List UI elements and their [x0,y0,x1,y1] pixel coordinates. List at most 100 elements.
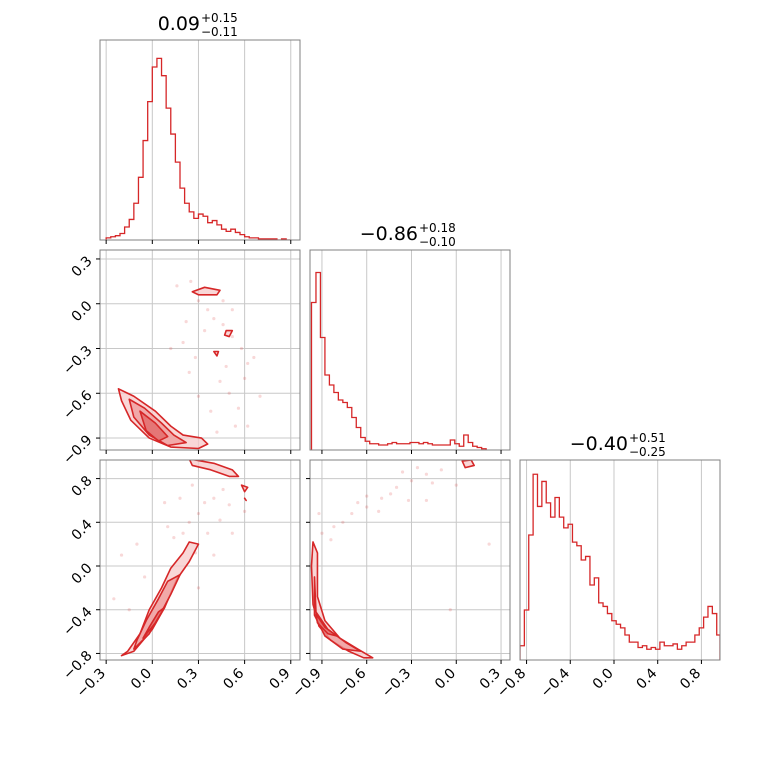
scatter-point [221,487,225,492]
scatter-point [196,511,201,516]
scatter-point [430,481,434,485]
x-tick-label: 0.4 [633,665,660,692]
histogram-steps [520,473,720,660]
scatter-point [212,553,216,557]
scatter-point [224,364,228,369]
y-tick-label: 0.0 [69,560,96,587]
contour-mid [133,573,181,650]
scatter-point [230,308,234,312]
scatter-point [143,575,147,579]
scatter-point [181,531,185,535]
scatter-point [163,501,167,505]
panel-param-3-vs-param-2: −0.9 −0.6 −0.3 0.0 0.3 [289,459,511,701]
x-tick-label: 0.0 [590,666,617,693]
panel-frame [99,39,301,241]
panel-frame [309,459,511,661]
x-tick-label: −0.6 [334,665,369,700]
scatter-point [448,608,452,612]
scatter-point [218,379,222,383]
scatter-point [350,511,354,516]
y-tick-label: 0.4 [69,517,96,544]
scatter-point [212,317,216,321]
x-tick-label: −0.3 [379,666,414,701]
scatter-point [184,320,188,324]
scatter-point [190,483,194,487]
panel-content [310,271,487,450]
scatter-point [380,496,384,500]
panel-content [310,460,491,659]
title-param-3: −0.40 +0.51 −0.25 [570,431,666,459]
contour-inner [142,606,166,639]
panel-param-3-marginal: −0.8 −0.4 0.0 0.4 0.8 [494,459,721,701]
panels: −0.8 −0.4 0.0 0.4 0.80.30.0−0.3−0.6−0.9−0.3 0… [60,39,721,701]
scatter-point [329,538,333,542]
title-param-2-value: −0.86 [360,223,418,245]
x-tick-label: 0.8 [677,666,704,693]
panel-param-2-vs-param-1: 0.3 0.0 −0.3 −0.6 −0.9 [60,249,301,468]
panel-frame [99,249,301,451]
scatter-point [388,492,393,496]
scatter-point [209,409,213,413]
scatter-point [258,394,262,398]
scatter-point [196,586,201,590]
scatter-point [206,531,210,535]
scatter-point [487,542,491,546]
scatter-point [243,376,247,380]
scatter-point [189,279,193,283]
scatter-point [377,509,381,513]
title-param-1-minus: −0.11 [201,25,238,39]
scatter-point [365,505,369,509]
y-tick-label: 0.0 [69,298,96,325]
contour-outer [117,388,209,450]
title-param-3-plus: +0.51 [629,431,666,445]
panel-param-1-marginal [99,39,301,244]
scatter-point [236,406,241,410]
title-param-2: −0.86 +0.18 −0.10 [360,221,456,249]
scatter-point [394,485,399,489]
scatter-point [246,361,250,366]
scatter-point [178,496,182,500]
scatter-point [341,520,345,524]
contour-inner [315,613,338,637]
scatter-point [218,518,222,522]
scatter-point [230,334,234,339]
scatter-point [454,483,458,487]
title-param-1-plus: +0.15 [201,11,238,25]
scatter-point [424,498,429,503]
scatter-point [252,355,256,360]
scatter-point [243,509,247,513]
scatter-point [215,430,219,434]
histogram-steps [105,57,291,240]
panel-param-2-marginal [309,249,511,454]
y-tick-label: −0.6 [60,388,95,423]
scatter-point [166,525,170,529]
y-tick-label: −0.4 [60,604,95,639]
scatter-point [169,346,173,351]
scatter-point [439,468,443,472]
scatter-point [196,299,201,303]
title-param-1: 0.09 +0.15 −0.11 [158,11,238,39]
x-tick-label: −0.4 [538,665,573,700]
scatter-point [227,503,231,507]
x-tick-label: −0.8 [494,666,529,701]
panel-param-3-vs-param-1: −0.3 0.0 0.3 0.6 0.90.80.40.0−0.4−0.8 [60,459,301,701]
contour-outer [243,497,247,502]
scatter-point [221,323,225,327]
scatter-point [317,511,321,516]
contour-outer [213,350,220,357]
scatter-point [212,496,216,500]
x-tick-label: −0.9 [289,666,324,701]
panel-frame [99,459,301,661]
y-tick-label: 0.3 [69,253,96,280]
scatter-point [203,501,207,505]
contour-mid [128,398,187,447]
panel-content [117,279,262,450]
scatter-point [415,466,420,470]
x-tick-label: 0.0 [432,666,459,693]
title-param-3-minus: −0.25 [629,445,666,459]
panel-frame [309,249,511,451]
scatter-point [172,535,176,540]
panel-content [105,57,291,240]
contour-outer [461,460,475,469]
